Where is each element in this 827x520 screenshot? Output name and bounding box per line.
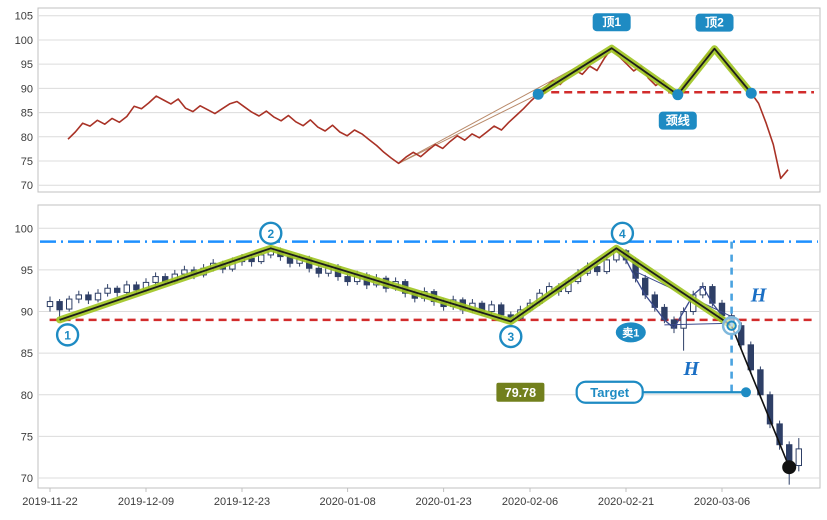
candle-body [133, 284, 140, 291]
overlay-trendline [664, 322, 732, 326]
candle-body [603, 259, 610, 273]
numbered-marker-text: 1 [64, 328, 71, 342]
candle-body [594, 266, 601, 273]
y-axis-tick-label: 80 [21, 132, 33, 144]
candle-body [114, 287, 121, 293]
drop-end-dot [782, 460, 797, 475]
candle-body [104, 287, 111, 294]
y-axis-tick-label: 90 [21, 83, 33, 95]
bottom-candle-panel: Target 79.78 H H 1 2 3 4 卖1 [40, 221, 818, 485]
y-axis-tick-label: 70 [21, 180, 33, 192]
candle-body [56, 301, 63, 311]
annotation-label-text: 顶1 [602, 15, 621, 29]
numbered-marker-circle [499, 324, 523, 349]
candle-body [344, 276, 351, 283]
y-axis-tick-label: 75 [21, 156, 33, 168]
y-axis-tick-label: 105 [15, 11, 33, 23]
numbered-marker-circle [55, 323, 80, 347]
x-axis-tick-label: 2020-01-08 [319, 496, 375, 508]
candle-body [75, 294, 82, 300]
candle-body [123, 284, 130, 293]
candle-body [85, 294, 92, 301]
sell-label-text: 卖1 [622, 325, 639, 339]
candle-body [498, 304, 505, 316]
target-label-box [575, 380, 644, 404]
numbered-marker-text: 2 [267, 227, 274, 241]
sell-point-marker-inner [726, 320, 737, 331]
y-axis-tick-label: 90 [21, 307, 33, 319]
numbered-marker-circle [259, 221, 283, 245]
y-axis-tick-label: 75 [21, 431, 33, 443]
numbered-marker-text: 3 [507, 330, 514, 344]
candle-body [152, 276, 159, 283]
numbered-marker-circle [610, 221, 635, 245]
sell-point-marker-outer [721, 315, 742, 336]
panel-border [37, 204, 821, 489]
y-axis-tick-label: 85 [21, 348, 33, 360]
y-axis-tick-label: 95 [21, 265, 33, 277]
y-axis-tick-label: 100 [15, 223, 33, 235]
drop-projection-line [730, 325, 790, 468]
trendline [398, 93, 539, 164]
target-hit-dot [741, 387, 751, 398]
x-axis-tick-label: 2019-11-22 [22, 496, 77, 508]
height-h-label: H [682, 358, 700, 380]
panel-border [37, 7, 821, 193]
candle-body [488, 304, 495, 313]
target-price-box [496, 382, 545, 402]
candle-body [766, 394, 774, 425]
top-line-panel: 顶1 顶2 颈线 [67, 13, 814, 180]
target-label-text: Target [590, 385, 629, 400]
x-axis-tick-label: 2020-03-06 [694, 496, 750, 508]
candle-body [747, 344, 754, 371]
candle-body [315, 267, 323, 274]
pattern-point-dot [672, 89, 684, 101]
y-axis-tick-label: 70 [21, 473, 33, 485]
x-axis-tick-label: 2019-12-23 [214, 496, 270, 508]
annotation-label-text: 颈线 [665, 113, 690, 128]
candle-body [94, 292, 102, 301]
y-axis-tick-label: 80 [21, 390, 33, 402]
y-axis-tick-label: 95 [21, 59, 33, 71]
candle-body [258, 254, 265, 263]
x-axis-tick-label: 2020-02-06 [502, 496, 558, 508]
pattern-zigzag [59, 247, 733, 327]
pattern-point-dot [745, 87, 757, 99]
y-axis-tick-label: 85 [21, 108, 33, 120]
sell-label-ellipse [615, 322, 646, 343]
x-axis-tick-label: 2020-02-21 [598, 496, 654, 508]
candle-body [46, 301, 54, 308]
annotation-label-text: 顶2 [705, 16, 724, 30]
y-axis-tick-label: 100 [15, 35, 33, 47]
grid-and-axes: 105 100 95 90 85 80 75 70 100 95 90 85 80 75 70 2019-11… [15, 7, 821, 508]
annotation-label-box [658, 111, 697, 130]
annotation-label-box [695, 13, 734, 32]
numbered-marker-text: 4 [619, 227, 626, 241]
candle-body [66, 298, 73, 310]
x-axis-tick-label: 2019-12-09 [118, 496, 174, 508]
pattern-point-dot [532, 88, 544, 100]
candle-body [795, 448, 802, 467]
annotation-label-box [592, 13, 631, 32]
target-price-text: 79.78 [505, 386, 536, 400]
height-h-label: H [750, 285, 768, 307]
overlay-price-line [615, 250, 733, 330]
x-axis-tick-label: 2020-01-23 [415, 496, 471, 508]
